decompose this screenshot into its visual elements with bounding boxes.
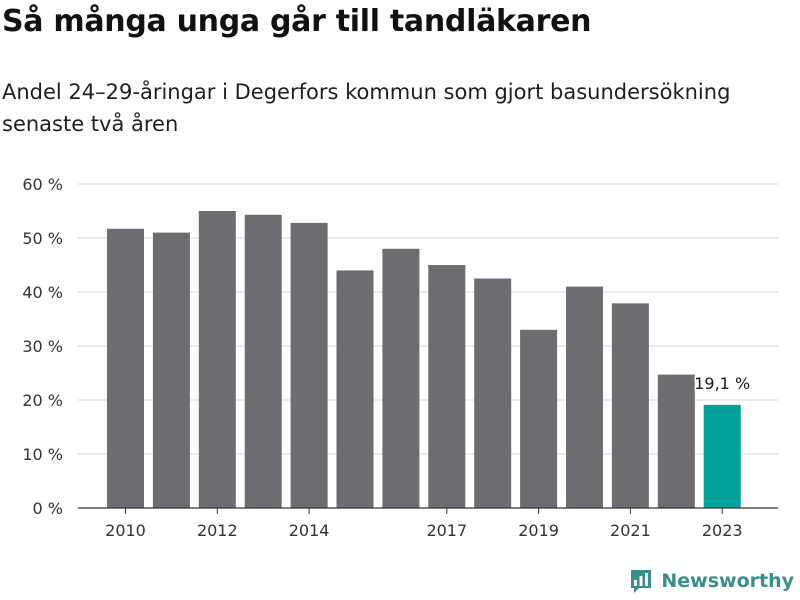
bar-2014 [290,222,328,508]
bar-2020 [566,286,603,508]
x-tick-label: 2010 [105,521,146,540]
bar-2023 [703,404,741,508]
brand: Newsworthy [629,568,794,594]
x-tick-label: 2021 [610,521,651,540]
bar-2018 [474,278,512,508]
x-tick-label: 2017 [426,521,467,540]
y-tick-label: 50 % [22,229,63,248]
y-tick-label: 60 % [22,175,63,194]
x-tick-label: 2014 [289,521,330,540]
bar-2015 [336,270,374,508]
bar-2017 [428,265,466,508]
data-label-2023: 19,1 % [694,374,750,393]
brand-name: Newsworthy [661,570,794,592]
bar-2016 [382,248,420,509]
bar-2022 [657,374,695,508]
y-tick-label: 10 % [22,445,63,464]
x-tick-label: 2019 [518,521,559,540]
y-tick-label: 30 % [22,337,63,356]
chart-subtitle: Andel 24–29-åringar i Degerfors kommun s… [2,80,731,136]
bar-2012 [198,211,236,508]
x-tick-label: 2012 [197,521,238,540]
chart-title: Så många unga går till tandläkaren [2,4,592,39]
bar-2011 [152,232,190,508]
bar-2013 [244,214,282,508]
bar-2021 [611,303,649,508]
y-tick-label: 20 % [22,391,63,410]
bar-2010 [107,228,144,508]
y-tick-label: 0 % [33,499,63,518]
x-tick-label: 2023 [702,521,743,540]
newsworthy-logo-icon [631,570,652,593]
bar-2019 [520,329,558,508]
y-tick-label: 40 % [22,283,63,302]
